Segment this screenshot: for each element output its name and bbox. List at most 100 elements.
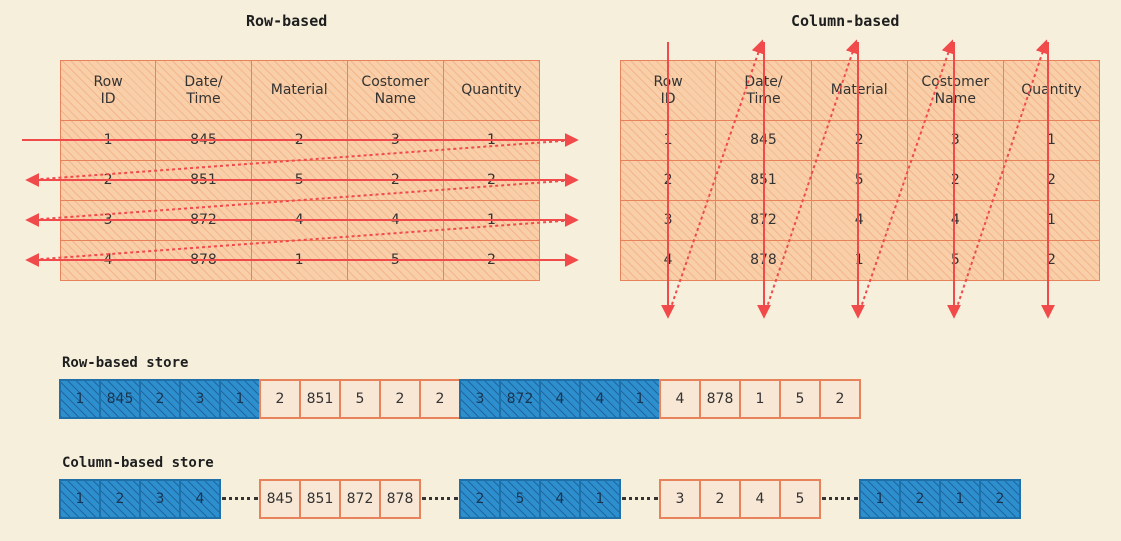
store-cell: 5	[780, 380, 820, 418]
store-cell: 3	[180, 380, 220, 418]
store-cell: 872	[500, 380, 540, 418]
store-cell: 2	[700, 480, 740, 518]
header-cell: Quantity	[1002, 60, 1101, 121]
store-cell: 2	[900, 480, 940, 518]
table-cell: 2	[810, 120, 908, 161]
store-cell: 872	[340, 480, 380, 518]
table-cell: 1	[1002, 200, 1101, 241]
table-cell: 5	[346, 240, 444, 281]
table-cell: 2	[346, 160, 444, 201]
column-store-label: Column-based store	[62, 455, 214, 471]
store-segment: 3 872 4 4 1	[459, 379, 661, 419]
store-cell: 5	[780, 480, 820, 518]
table-row: 2 851 5 2 2	[619, 160, 1101, 201]
row-based-title: Row-based	[246, 12, 328, 30]
store-cell: 851	[300, 380, 340, 418]
header-cell: Date/Time	[715, 60, 812, 121]
header-row: Row ID Date/Time Material Costomer Name Quanti…	[619, 60, 1101, 121]
store-segment: 2 851 5 2 2	[259, 379, 461, 419]
table-row: 3 872 4 4 1	[619, 200, 1101, 241]
header-text: Time	[746, 90, 781, 107]
header-text: Costomer	[921, 74, 990, 91]
table-cell: 2	[1002, 240, 1101, 281]
table-cell: 2	[442, 240, 541, 281]
store-cell: 3	[660, 480, 700, 518]
store-cell: 2	[140, 380, 180, 418]
table-cell: 5	[906, 240, 1004, 281]
table-cell: 878	[715, 240, 812, 281]
table-cell: 4	[619, 240, 717, 281]
row-based-table: Row ID Date/Time Material Costomer Name Quanti…	[59, 60, 541, 281]
store-cell: 2	[380, 380, 420, 418]
store-segment: 845 851 872 878	[259, 479, 421, 519]
store-cell: 2	[420, 380, 460, 418]
table-cell: 1	[442, 200, 541, 241]
table-cell: 2	[1002, 160, 1101, 201]
row-store-label: Row-based store	[62, 355, 189, 371]
table-cell: 2	[59, 160, 157, 201]
store-cell: 1	[580, 480, 620, 518]
header-cell: Material	[250, 60, 348, 121]
column-based-store: 1 2 3 4 845 851 872 878 2 5 4 1 3 2 4 5 1 2 1 2	[59, 479, 1021, 519]
store-cell: 1	[940, 480, 980, 518]
header-cell: Material	[810, 60, 908, 121]
table-cell: 1	[1002, 120, 1101, 161]
table-cell: 851	[155, 160, 252, 201]
table-cell: 4	[810, 200, 908, 241]
column-based-title: Column-based	[791, 12, 900, 30]
header-text: ID	[660, 90, 676, 107]
store-cell: 1	[60, 480, 100, 518]
header-cell: Row ID	[619, 60, 717, 121]
table-row: 4 878 1 5 2	[59, 240, 541, 281]
table-cell: 3	[619, 200, 717, 241]
store-cell: 4	[660, 380, 700, 418]
store-cell: 845	[100, 380, 140, 418]
store-cell: 851	[300, 480, 340, 518]
table-cell: 3	[906, 120, 1004, 161]
separator-dots	[422, 496, 458, 502]
row-based-store: 1 845 2 3 1 2 851 5 2 2 3 872 4 4 1 4 878 1 5 2	[59, 379, 861, 419]
store-cell: 2	[460, 480, 500, 518]
column-based-table: Row ID Date/Time Material Costomer Name Quanti…	[619, 60, 1101, 281]
table-cell: 4	[59, 240, 157, 281]
store-cell: 3	[140, 480, 180, 518]
table-cell: 1	[59, 120, 157, 161]
table-cell: 872	[155, 200, 252, 241]
store-cell: 878	[700, 380, 740, 418]
table-cell: 4	[906, 200, 1004, 241]
table-cell: 1	[250, 240, 348, 281]
header-text: Name	[934, 90, 976, 107]
store-cell: 1	[740, 380, 780, 418]
table-cell: 3	[59, 200, 157, 241]
header-row: Row ID Date/Time Material Costomer Name Quanti…	[59, 60, 541, 121]
header-text: Quantity	[1021, 82, 1082, 99]
header-text: ID	[100, 90, 116, 107]
store-cell: 4	[180, 480, 220, 518]
separator-dots	[622, 496, 658, 502]
table-cell: 5	[810, 160, 908, 201]
store-segment: 4 878 1 5 2	[659, 379, 861, 419]
store-cell: 1	[860, 480, 900, 518]
table-cell: 2	[250, 120, 348, 161]
table-cell: 3	[346, 120, 444, 161]
store-cell: 2	[980, 480, 1020, 518]
store-cell: 1	[60, 380, 100, 418]
table-cell: 4	[250, 200, 348, 241]
header-text: Time	[186, 90, 221, 107]
table-row: 1 845 2 3 1	[59, 120, 541, 161]
separator-dots	[822, 496, 858, 502]
header-cell: Quantity	[442, 60, 541, 121]
table-cell: 872	[715, 200, 812, 241]
store-cell: 5	[340, 380, 380, 418]
store-cell: 2	[820, 380, 860, 418]
store-cell: 3	[460, 380, 500, 418]
header-text: Date/	[744, 74, 783, 91]
header-text: Row	[653, 74, 683, 91]
store-cell: 1	[220, 380, 260, 418]
store-cell: 5	[500, 480, 540, 518]
header-text: Date/	[184, 74, 223, 91]
